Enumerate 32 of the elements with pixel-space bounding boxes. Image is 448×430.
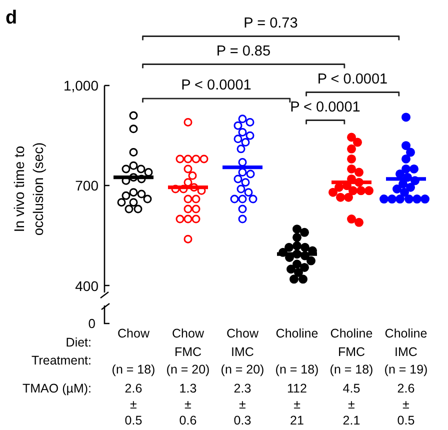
text: 0 (88, 316, 96, 331)
text: 4.5 ± 2.1 (342, 382, 360, 428)
x-tick-label: Chow (118, 326, 150, 340)
text: 2.6 ± 0.5 (397, 382, 415, 428)
text: (n = 18) (275, 362, 319, 376)
y-axis-title: In vivo time to occlusion (sec) (10, 142, 46, 236)
text: TMAO (µM): (22, 382, 92, 396)
text: (n = 20) (166, 362, 210, 376)
chart-title: d (6, 8, 18, 28)
x-tick-label: Choline IMC (384, 326, 428, 360)
text: 1.3 ± 0.6 (179, 382, 197, 428)
text: P = 0.73 (244, 15, 298, 32)
text: (n = 18) (112, 362, 156, 376)
annotation: P < 0.0001 (317, 71, 388, 88)
annotation: P < 0.0001 (181, 78, 252, 94)
y-tick-label: 400 (75, 278, 99, 294)
text: (n = 20) (220, 362, 264, 376)
x-tick-label: Chow FMC (172, 326, 205, 360)
x-tick-label: Choline FMC (330, 326, 373, 360)
annotation: P < 0.0001 (290, 99, 360, 116)
text: (n = 18) (330, 362, 374, 376)
text: P = 0.85 (216, 43, 271, 60)
text: 2.6 ± 0.5 (124, 382, 142, 428)
text: (n = 19) (384, 362, 428, 376)
y-tick-label: 1,000 (63, 78, 99, 94)
text: 112 ± 21 (287, 382, 308, 428)
text: Diet: (66, 336, 92, 350)
x-tick-label: Chow IMC (226, 326, 260, 360)
y-tick-label: 700 (75, 178, 99, 194)
text: Treatment: (32, 354, 92, 368)
x-tick-label: Choline (276, 326, 318, 340)
text: 2.3 ± 0.3 (234, 382, 252, 428)
